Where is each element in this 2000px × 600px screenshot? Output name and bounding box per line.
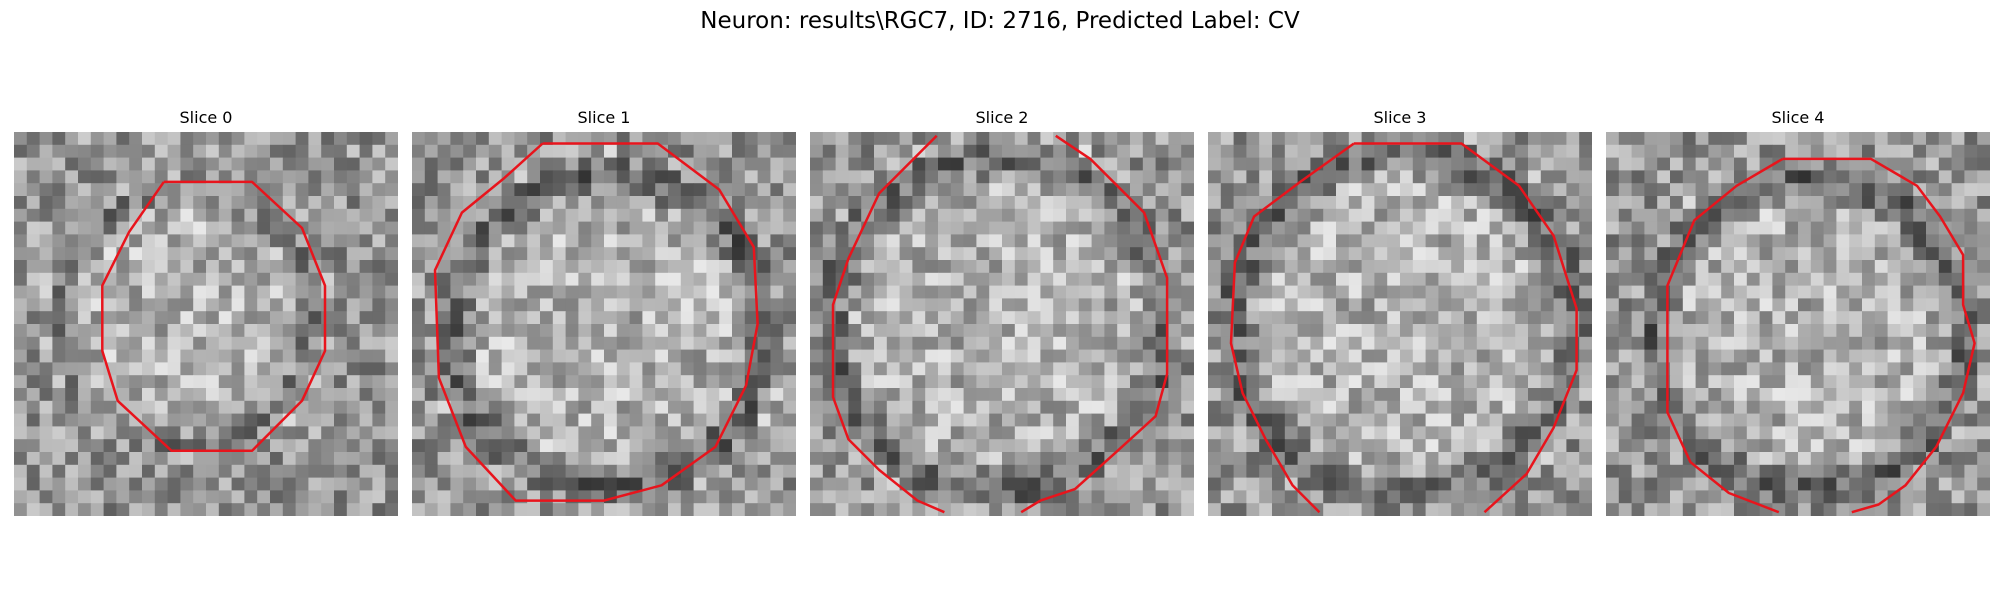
pixel-grid	[14, 132, 398, 516]
segmentation-contour-1	[1229, 142, 1355, 514]
slice-image-4	[1606, 132, 1990, 516]
figure-title: Neuron: results\RGC7, ID: 2716, Predicte…	[700, 8, 1300, 34]
segmentation-contour-0	[1782, 157, 1976, 514]
segmentation-contour-0	[1353, 142, 1578, 514]
slice-image-2	[810, 132, 1194, 516]
segmentation-contour-0	[101, 180, 327, 452]
pixel-grid	[1606, 132, 1990, 516]
slice-panel-1: Slice 1	[412, 108, 796, 516]
slice-panel-4: Slice 4	[1606, 108, 1990, 516]
slice-title-3: Slice 3	[1373, 108, 1427, 127]
pixel-grid	[1208, 132, 1592, 516]
slice-title-0: Slice 0	[179, 108, 233, 127]
slice-title-4: Slice 4	[1771, 108, 1825, 127]
slice-title-1: Slice 1	[577, 108, 631, 127]
segmentation-contour-1	[1666, 157, 1784, 514]
pixel-grid	[810, 132, 1194, 516]
segmentation-contour-0	[433, 142, 759, 502]
slice-image-1	[412, 132, 796, 516]
slice-panel-3: Slice 3	[1208, 108, 1592, 516]
slice-panel-2: Slice 2	[810, 108, 1194, 516]
slice-image-0	[14, 132, 398, 516]
segmentation-contour-0	[831, 134, 945, 514]
slice-title-2: Slice 2	[975, 108, 1029, 127]
segmentation-contour-1	[1020, 134, 1169, 514]
pixel-grid	[412, 132, 796, 516]
slice-image-3	[1208, 132, 1592, 516]
slice-panel-0: Slice 0	[14, 108, 398, 516]
